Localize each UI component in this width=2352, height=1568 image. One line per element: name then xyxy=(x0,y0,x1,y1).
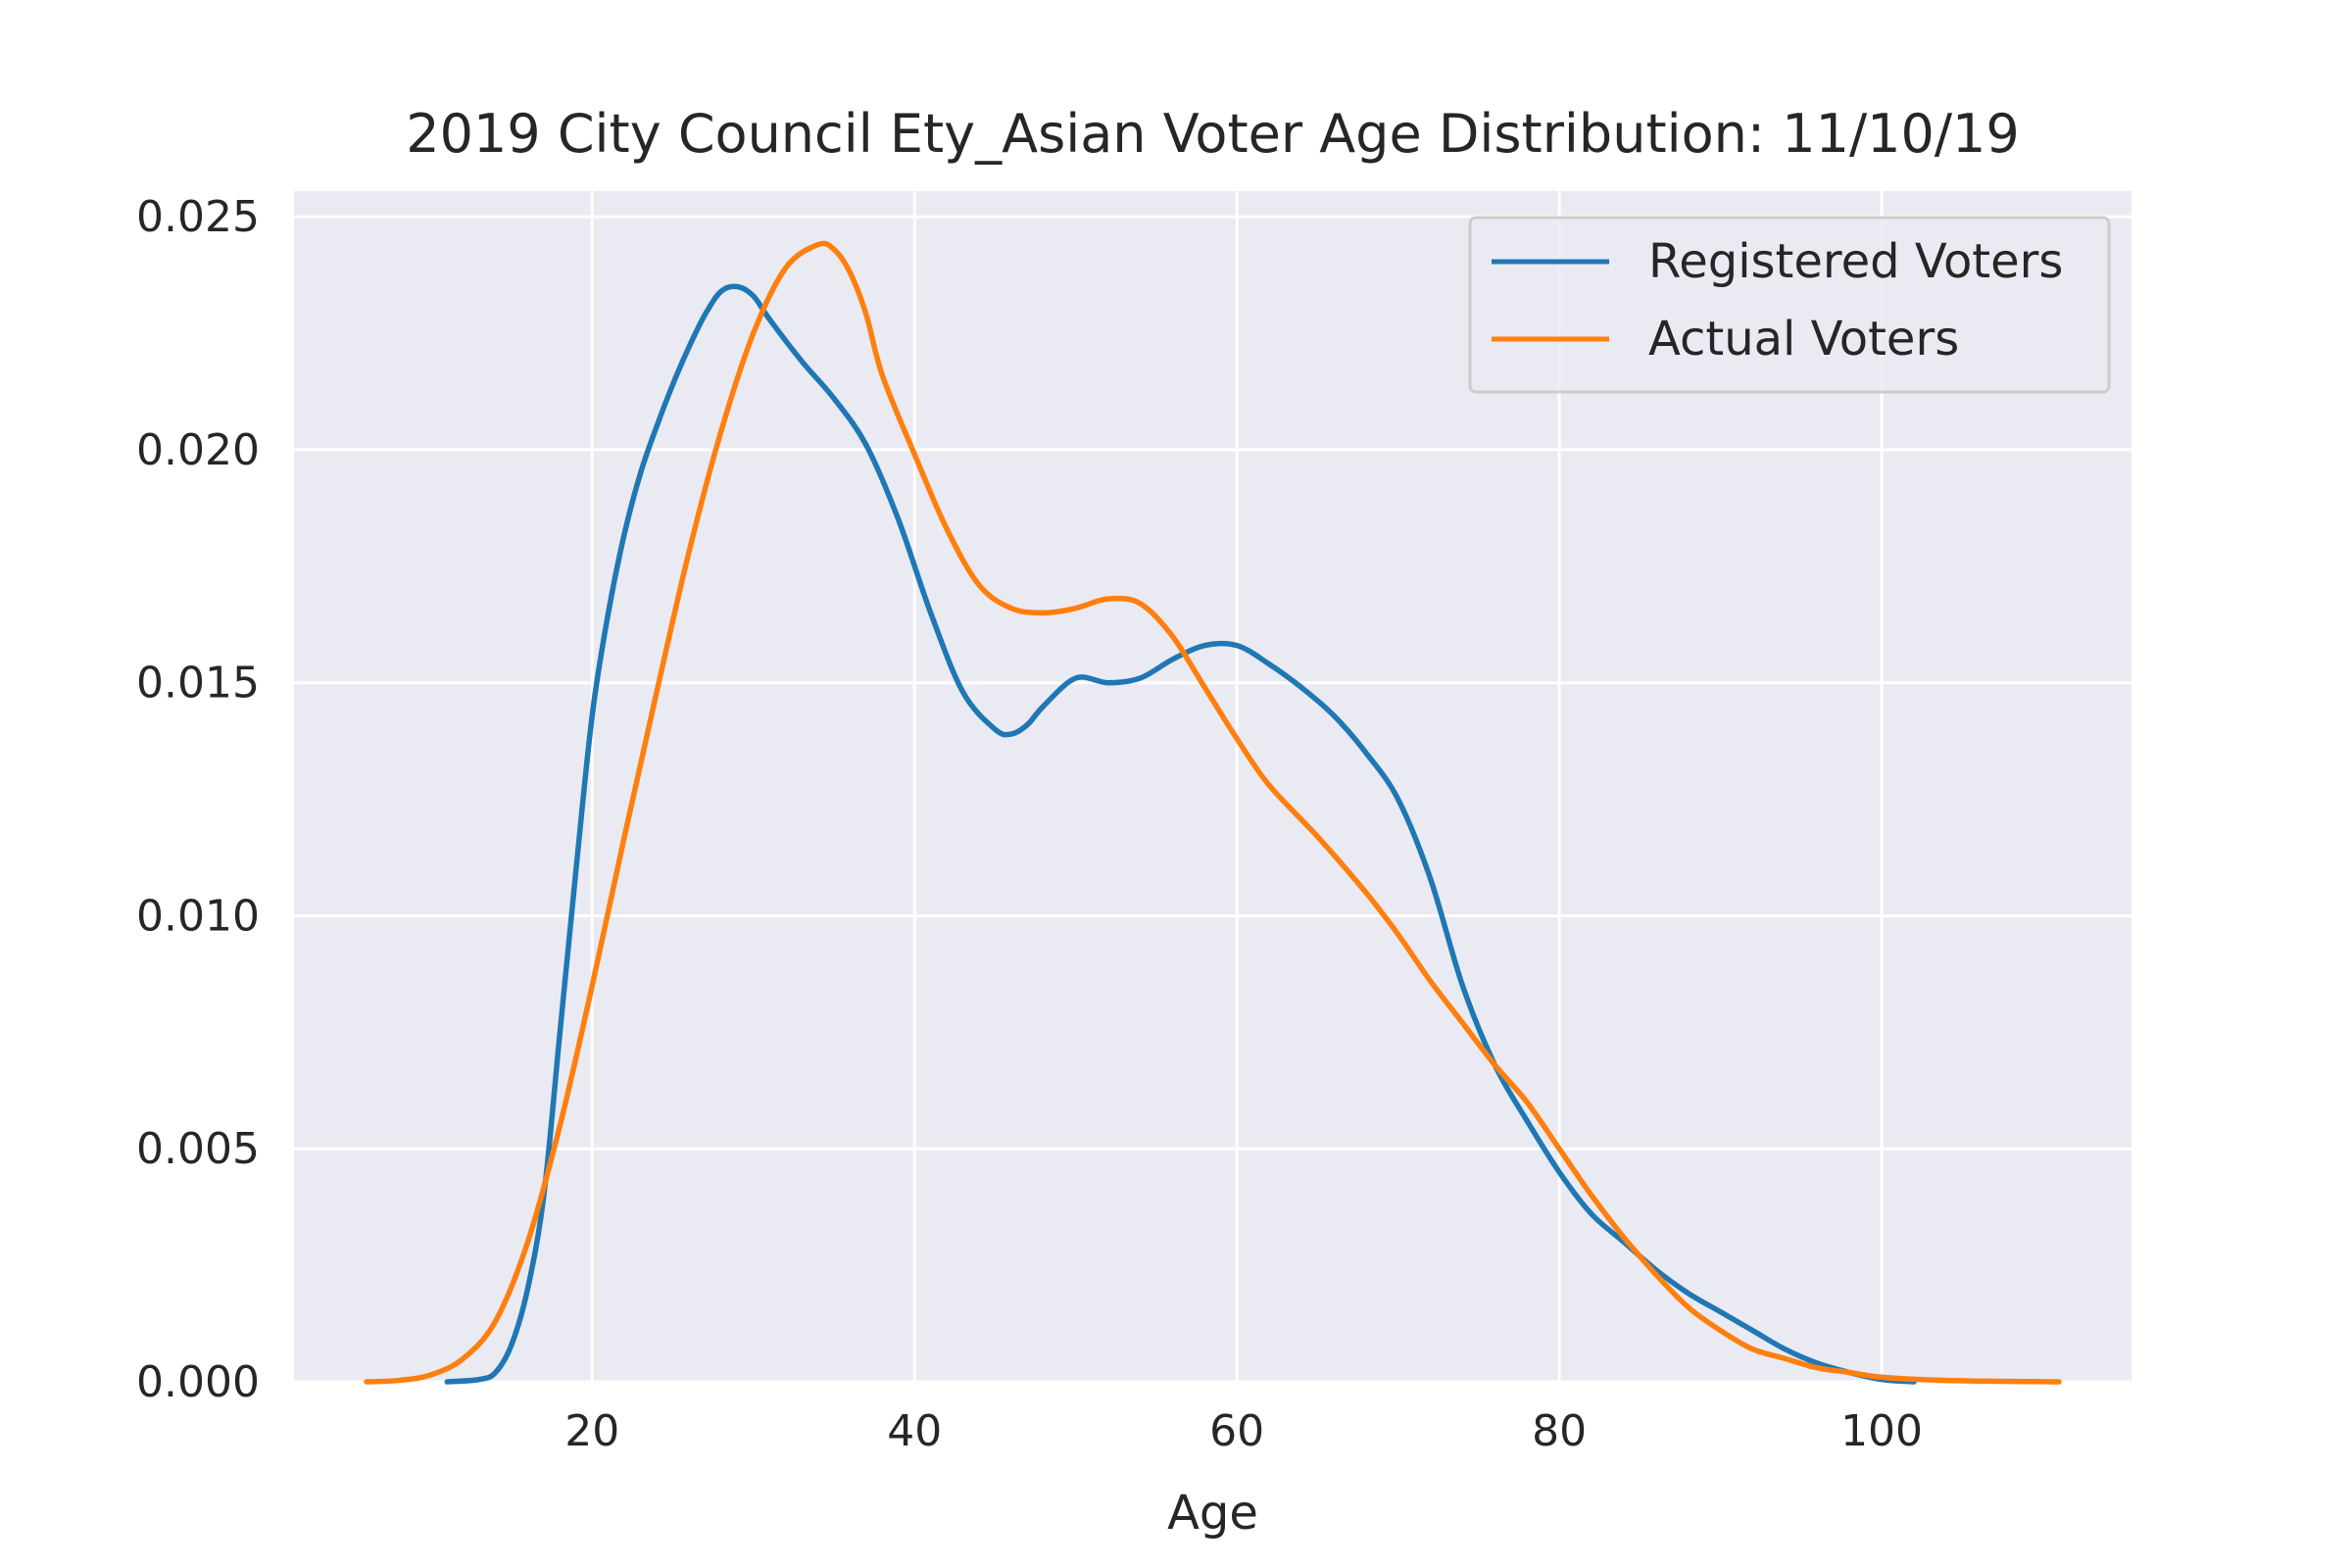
y-tick-label: 0.000 xyxy=(136,1357,260,1407)
y-tick-label: 0.005 xyxy=(136,1124,260,1174)
series-line-actual-voters xyxy=(364,240,2062,1385)
series-lines xyxy=(364,240,2062,1385)
x-tick-label: 100 xyxy=(1840,1406,1923,1456)
legend-label-actual-voters: Actual Voters xyxy=(1648,312,1959,367)
y-tick-label: 0.015 xyxy=(136,659,260,709)
x-tick-label: 20 xyxy=(564,1406,619,1456)
tick-labels: 20 40 60 80 100 0.000 0.005 0.010 0.015 0.020 0.02… xyxy=(136,192,1923,1456)
series-line-registered-voters xyxy=(444,283,1917,1385)
y-tick-label: 0.025 xyxy=(136,192,260,242)
y-tick-label: 0.020 xyxy=(136,425,260,475)
x-tick-label: 60 xyxy=(1209,1406,1264,1456)
x-tick-label: 80 xyxy=(1532,1406,1587,1456)
legend-label-registered-voters: Registered Voters xyxy=(1648,234,2063,289)
legend: Registered Voters Actual Voters xyxy=(1468,216,2111,394)
legend-box xyxy=(1468,216,2111,394)
y-tick-label: 0.010 xyxy=(136,891,260,941)
chart-title: 2019 City Council Ety_Asian Voter Age Di… xyxy=(406,103,2020,165)
x-axis-label: Age xyxy=(1167,1486,1258,1541)
x-tick-label: 40 xyxy=(887,1406,942,1456)
